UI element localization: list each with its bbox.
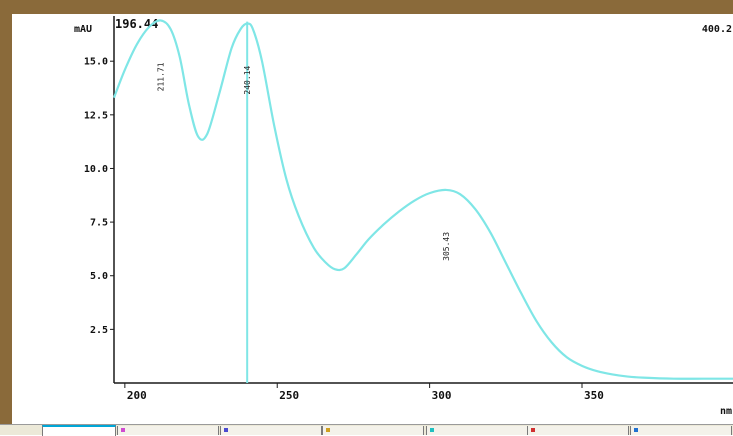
tab-color-icon	[326, 428, 330, 432]
spectrum-tab[interactable]	[527, 426, 629, 435]
spectrum-tab[interactable]	[220, 426, 322, 435]
y-tick-label: 12.5	[84, 110, 108, 121]
tab-color-icon	[430, 428, 434, 432]
y-unit-label: mAU	[74, 24, 92, 35]
peak-label: 240.14	[243, 65, 252, 94]
x-tick-label: 250	[279, 389, 299, 402]
tab-color-icon	[531, 428, 535, 432]
spectrum-tab[interactable]	[322, 426, 424, 435]
x-tick-label: 200	[127, 389, 147, 402]
spectrum-panel: mAU 196.44 400.2 nm 2.5 5.0 7.5 10.0 12.5 15.…	[12, 14, 733, 424]
y-tick-label: 2.5	[90, 325, 108, 336]
spectrum-tab[interactable]	[42, 425, 116, 436]
x-tick-label: 350	[584, 389, 604, 402]
tab-color-icon	[224, 428, 228, 432]
spectrum-trace	[112, 19, 733, 380]
spectrum-chart: mAU 196.44 400.2 nm 2.55.07.510.012.515.…	[74, 16, 733, 417]
x-axis-unit-label: nm	[720, 406, 732, 417]
spectrum-tab[interactable]	[630, 426, 732, 435]
y-tick-label: 15.0	[84, 57, 108, 68]
peak-label: 305.43	[442, 232, 451, 261]
tab-color-icon	[121, 428, 125, 432]
y-tick-label: 5.0	[90, 271, 108, 282]
y-tick-label: 10.0	[84, 164, 108, 175]
tab-bar	[0, 424, 733, 436]
x-tick-label: 300	[432, 389, 452, 402]
tab-color-icon	[634, 428, 638, 432]
peak-label: 211.71	[157, 62, 166, 91]
y-tick-label: 7.5	[90, 218, 108, 229]
right-wavelength-readout: 400.2	[702, 24, 732, 35]
spectrum-tab[interactable]	[117, 426, 219, 435]
